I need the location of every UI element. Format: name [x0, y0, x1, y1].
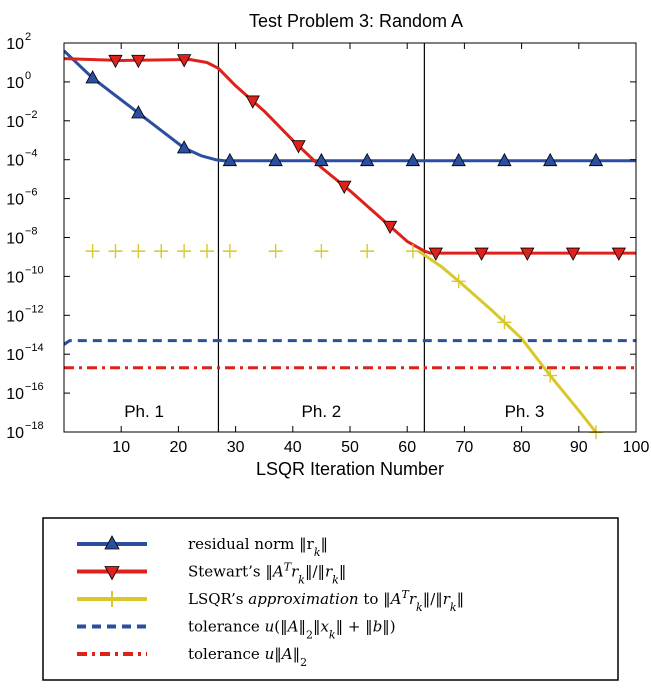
y-tick-exponent: −6: [25, 187, 38, 199]
x-tick-label: 80: [513, 439, 531, 456]
markers-layer: [85, 54, 627, 440]
marker-lsqr_approx: [451, 274, 466, 289]
marker-stewart: [108, 54, 123, 69]
marker-residual: [176, 140, 192, 154]
x-tick-label: 90: [570, 439, 588, 456]
y-tick-label: 10: [6, 36, 24, 53]
marker-lsqr_approx: [497, 315, 512, 330]
marker-stewart: [176, 54, 192, 68]
marker-lsqr_approx: [360, 244, 375, 259]
marker-stewart: [520, 247, 535, 261]
marker-stewart: [291, 140, 306, 154]
series-line-tol_dashed: [64, 339, 636, 346]
marker-lsqr_approx: [200, 244, 214, 259]
chart-title: Test Problem 3: Random A: [249, 11, 463, 31]
marker-lsqr_approx: [177, 244, 192, 259]
y-tick-exponent: −12: [25, 303, 44, 315]
legend: residual norm ‖rk‖Stewart’s ‖ATrk‖/‖rk‖L…: [77, 535, 464, 669]
legend-item-stewart: Stewart’s ‖ATrk‖/‖rk‖: [77, 560, 346, 586]
marker-residual: [268, 152, 283, 167]
y-tick-exponent: −14: [25, 342, 44, 354]
y-tick-label: 10: [6, 75, 24, 92]
marker-lsqr_approx: [405, 244, 420, 259]
marker-residual: [588, 152, 604, 167]
x-tick-label: 20: [170, 439, 188, 456]
x-axis: 10 20 30 40 50 60 70 80 90 100: [112, 43, 649, 456]
marker-lsqr_approx: [268, 244, 283, 259]
y-tick-label: 10: [6, 269, 24, 286]
x-axis-label: LSQR Iteration Number: [256, 459, 444, 479]
marker-residual: [314, 152, 329, 167]
x-tick-label: 100: [623, 439, 650, 456]
marker-lsqr_approx: [314, 244, 329, 259]
marker-residual: [497, 152, 512, 167]
marker-residual: [222, 152, 238, 167]
y-tick-exponent: −16: [25, 381, 44, 393]
y-tick-label: 10: [6, 231, 24, 248]
marker-residual: [543, 152, 558, 167]
marker-lsqr_approx: [131, 244, 146, 259]
marker-residual: [131, 105, 146, 119]
legend-label: LSQR’s approximation to ‖ATrk‖/‖rk‖: [188, 588, 464, 614]
marker-lsqr_approx: [154, 244, 169, 259]
legend-marker: [104, 566, 120, 581]
legend-label: Stewart’s ‖ATrk‖/‖rk‖: [188, 560, 346, 586]
x-tick-label: 60: [398, 439, 416, 456]
marker-stewart: [565, 247, 581, 261]
marker-stewart: [474, 247, 489, 261]
phase-label: Ph. 2: [302, 402, 342, 421]
y-tick-exponent: 0: [25, 70, 31, 82]
y-tick-label: 10: [6, 386, 24, 403]
legend-marker: [104, 591, 120, 607]
x-tick-label: 40: [284, 439, 302, 456]
y-tick-exponent: −10: [25, 264, 44, 276]
marker-lsqr_approx: [222, 244, 237, 259]
y-tick-exponent: −18: [25, 420, 44, 432]
series-line-residual: [64, 49, 636, 163]
marker-stewart: [382, 220, 398, 235]
marker-stewart: [131, 54, 146, 69]
marker-residual: [451, 152, 466, 167]
legend-item-tol_dashdot: tolerance u‖A‖2: [77, 645, 307, 669]
marker-residual: [359, 152, 375, 167]
legend-item-lsqr_approx: LSQR’s approximation to ‖ATrk‖/‖rk‖: [77, 588, 464, 614]
marker-residual: [405, 152, 421, 167]
y-tick-label: 10: [6, 425, 24, 442]
x-tick-label: 10: [112, 439, 130, 456]
legend-item-tol_dashed: tolerance u(‖A‖2‖xk‖ + ‖b‖): [77, 618, 396, 642]
y-tick-exponent: −2: [25, 109, 38, 121]
y-tick-label: 10: [6, 153, 24, 170]
legend-item-residual: residual norm ‖rk‖: [77, 535, 328, 559]
legend-label: tolerance u‖A‖2: [188, 645, 307, 669]
series-line-lsqr_approx: [417, 249, 598, 432]
marker-residual: [85, 70, 100, 84]
marker-stewart: [245, 95, 260, 109]
y-tick-label: 10: [6, 192, 24, 209]
phase-label: Ph. 1: [124, 402, 164, 421]
marker-lsqr_approx: [85, 244, 100, 259]
y-tick-exponent: −4: [25, 148, 38, 160]
phase-labels: Ph. 1 Ph. 2 Ph. 3: [124, 402, 544, 421]
x-tick-label: 70: [456, 439, 474, 456]
legend-marker: [104, 535, 120, 550]
y-tick-exponent: 2: [25, 31, 31, 43]
y-tick-exponent: −8: [25, 226, 38, 238]
marker-lsqr_approx: [543, 368, 558, 383]
phase-label: Ph. 3: [505, 402, 545, 421]
marker-stewart: [337, 180, 352, 194]
legend-label: residual norm ‖rk‖: [188, 535, 328, 559]
x-tick-label: 30: [227, 439, 245, 456]
series-layer: [64, 49, 636, 432]
marker-stewart: [611, 247, 627, 261]
marker-stewart: [428, 247, 443, 261]
y-tick-label: 10: [6, 347, 24, 364]
legend-label: tolerance u(‖A‖2‖xk‖ + ‖b‖): [188, 618, 396, 642]
y-tick-label: 10: [6, 114, 24, 131]
marker-lsqr_approx: [108, 244, 123, 259]
y-tick-label: 10: [6, 308, 24, 325]
x-tick-label: 50: [341, 439, 359, 456]
